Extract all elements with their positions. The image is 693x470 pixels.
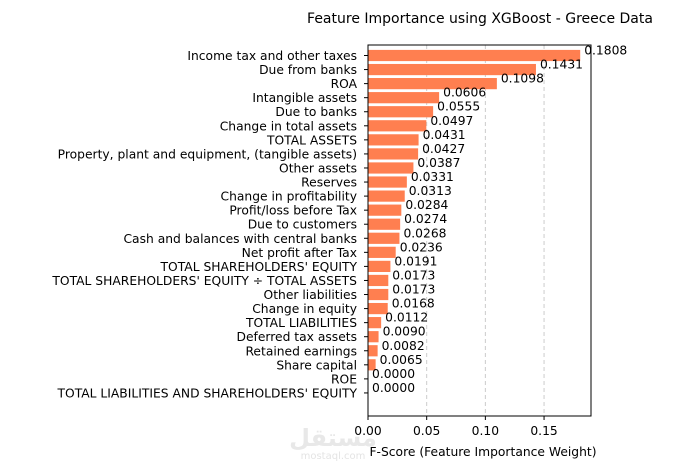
bar [368, 246, 396, 258]
bar [368, 359, 376, 371]
y-tick-label: Property, plant and equipment, (tangible… [58, 147, 357, 161]
y-tick-label: TOTAL LIABILITIES [245, 316, 357, 330]
y-tick-label: Change in total assets [220, 119, 357, 133]
x-gridlines [426, 45, 545, 416]
bar-value-label: 0.0112 [385, 311, 428, 325]
y-tick-label: Other assets [279, 161, 357, 175]
bar [368, 78, 497, 90]
bar-value-label: 0.0191 [394, 254, 437, 268]
bar-value-label: 0.0000 [372, 381, 415, 395]
bar-value-label: 0.0065 [380, 353, 423, 367]
y-tick-label: ROA [331, 77, 358, 91]
x-tick-label: 0.10 [472, 424, 499, 438]
y-tick-label: Deferred tax assets [236, 330, 357, 344]
bar-value-label: 0.0173 [392, 283, 435, 297]
chart-title: Feature Importance using XGBoost - Greec… [307, 11, 653, 27]
watermark-logo: مستقل mostaql.com [289, 424, 377, 462]
watermark-subtext: mostaql.com [301, 451, 366, 462]
bar-value-label: 0.0331 [411, 170, 454, 184]
y-tick-label: Retained earnings [245, 344, 357, 358]
bar-value-label: 0.1098 [501, 72, 544, 86]
y-tick-label: Due to customers [248, 218, 357, 232]
bar-value-label: 0.0082 [382, 339, 425, 353]
bar [368, 92, 440, 104]
y-tick-label: ROE [331, 372, 357, 386]
bar [368, 120, 427, 132]
bar-value-label: 0.0000 [372, 367, 415, 381]
x-axis-label: F-Score (Feature Importance Weight) [369, 445, 596, 459]
bar-value-label: 0.0313 [409, 184, 452, 198]
y-tick-label: Reserves [301, 176, 357, 190]
bar [368, 134, 419, 146]
y-tick-label: Due from banks [259, 63, 357, 77]
plot-frame [367, 44, 592, 417]
y-tick-label: Profit/loss before Tax [229, 204, 357, 218]
watermark-text: مستقل [289, 424, 377, 452]
bar [368, 218, 401, 230]
y-tick-label: Other liabilities [264, 288, 357, 302]
bar [368, 190, 405, 202]
bar-value-label: 0.0427 [422, 142, 465, 156]
x-tick-label: 0.15 [530, 424, 557, 438]
bars [368, 49, 581, 371]
bar [368, 106, 434, 118]
y-tick-label: TOTAL ASSETS [266, 133, 357, 147]
y-tick-label: Change in equity [252, 302, 357, 316]
y-tick-label: Net profit after Tax [242, 246, 357, 260]
y-tick-label: Income tax and other taxes [187, 49, 357, 63]
bar [368, 176, 407, 188]
bar [368, 63, 536, 76]
bar-value-label: 0.0090 [383, 325, 426, 339]
bar-value-label: 0.0173 [392, 268, 435, 282]
bar [368, 204, 402, 216]
bar-value-label: 0.0274 [404, 212, 447, 226]
bar [368, 317, 382, 329]
value-labels: 0.18080.14310.10980.06060.05550.04970.04… [372, 44, 627, 395]
y-tick-label: Intangible assets [252, 91, 357, 105]
bar [368, 288, 389, 301]
bar [368, 49, 581, 62]
bar-value-label: 0.0168 [392, 297, 435, 311]
x-tick-label: 0.00 [354, 424, 381, 438]
x-tick-label: 0.05 [413, 424, 440, 438]
bar-value-label: 0.0284 [405, 198, 448, 212]
y-tick-label: TOTAL SHAREHOLDERS' EQUITY [160, 260, 358, 274]
bar-value-label: 0.0431 [423, 128, 466, 142]
y-tick-label: Change in profitability [221, 190, 357, 204]
bar-value-label: 0.1808 [584, 44, 627, 58]
bar [368, 162, 414, 174]
bar-value-label: 0.1431 [540, 58, 583, 72]
x-ticks: 0.00 0.05 0.10 0.15 [354, 416, 558, 438]
bar-value-label: 0.0497 [430, 114, 473, 128]
y-tick-label: Due to banks [275, 105, 357, 119]
y-tick-label: TOTAL LIABILITIES AND SHAREHOLDERS' EQUI… [57, 386, 358, 400]
bar [368, 345, 378, 357]
bar-value-label: 0.0606 [443, 86, 486, 100]
bar-value-label: 0.0268 [403, 226, 446, 240]
bar-value-label: 0.0236 [400, 240, 443, 254]
bar [368, 331, 379, 343]
y-tick-label: TOTAL SHAREHOLDERS' EQUITY ÷ TOTAL ASSET… [51, 274, 357, 288]
bar [368, 148, 419, 160]
bar [368, 260, 391, 272]
bar [368, 302, 388, 315]
bar [368, 274, 389, 287]
y-tick-label: Cash and balances with central banks [123, 232, 357, 246]
bar-value-label: 0.0387 [417, 156, 460, 170]
y-tick-label: Share capital [276, 358, 357, 372]
bar-value-label: 0.0555 [437, 100, 480, 114]
bar [368, 232, 400, 244]
